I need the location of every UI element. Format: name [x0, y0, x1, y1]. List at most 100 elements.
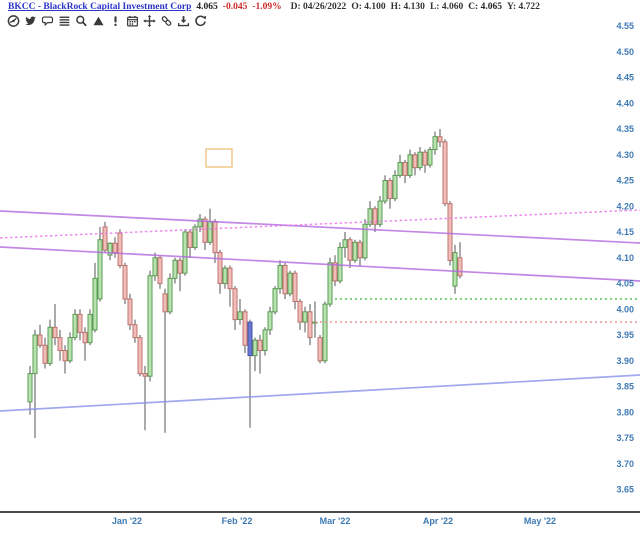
- candle-body: [322, 303, 328, 362]
- candle-body: [122, 265, 128, 300]
- dashboard-button[interactable]: [7, 13, 20, 28]
- gauge-icon: [7, 14, 20, 27]
- support-trendline[interactable]: [0, 374, 640, 412]
- candle-body: [77, 313, 83, 333]
- candle-body: [167, 277, 173, 313]
- candle-body: [352, 241, 358, 261]
- candle-body: [332, 262, 338, 282]
- candle-body: [162, 293, 168, 313]
- candle-body: [387, 180, 393, 199]
- candle-body: [37, 334, 43, 346]
- list-icon: [59, 16, 70, 26]
- permalink-button[interactable]: [160, 13, 173, 28]
- y-axis-label: 4.05: [616, 279, 634, 289]
- y-axis-label: 3.70: [616, 459, 634, 469]
- candle-body: [202, 218, 208, 243]
- price-change: -0.045: [222, 2, 248, 12]
- candle-body: [257, 339, 263, 352]
- pan-button[interactable]: [143, 13, 156, 28]
- candle-body: [52, 326, 58, 339]
- y-axis-label: 4.10: [616, 253, 634, 263]
- y-axis-label: 3.80: [616, 407, 634, 417]
- candle-body: [82, 331, 88, 344]
- y-axis-label: 4.00: [616, 304, 634, 314]
- y-axis-label: 3.75: [616, 433, 634, 443]
- candle-body: [422, 151, 428, 166]
- symbol-link[interactable]: BKCC - BlackRock Capital Investment Corp: [8, 2, 192, 12]
- triangle-up-icon: [93, 16, 104, 25]
- y-axis-label: 4.40: [616, 98, 634, 108]
- quote-high: H: 4.130: [390, 2, 425, 12]
- lower-channel-line[interactable]: [0, 246, 640, 282]
- calendar-icon: [127, 15, 138, 26]
- link-icon: [161, 15, 172, 26]
- candle-body: [417, 151, 423, 169]
- candle-body: [182, 231, 188, 274]
- quote-open: O: 4.100: [351, 2, 386, 12]
- alerts-button[interactable]: [92, 13, 105, 28]
- candle-body: [397, 162, 403, 176]
- candle-body: [212, 221, 218, 254]
- candle-body: [177, 259, 183, 274]
- candle-body: [92, 277, 98, 331]
- candle-body: [97, 239, 103, 300]
- y-axis-label: 4.20: [616, 201, 634, 211]
- candle-body: [452, 252, 458, 287]
- candle-body: [102, 226, 108, 251]
- quote-date: D: 04/26/2022: [290, 2, 347, 12]
- candle-body: [137, 337, 143, 375]
- quote-low: L: 4.060: [429, 2, 464, 12]
- candle-body: [237, 311, 243, 320]
- annotation-rectangle[interactable]: [205, 148, 233, 168]
- y-axis-label: 3.90: [616, 356, 634, 366]
- candle-body: [377, 200, 383, 225]
- candle-body: [112, 242, 118, 254]
- candle-body: [127, 298, 133, 326]
- refresh-button[interactable]: [194, 13, 207, 28]
- y-axis-label: 4.25: [616, 176, 634, 186]
- candle-body: [347, 239, 353, 261]
- candle-body: [172, 259, 178, 279]
- candle-body: [327, 262, 333, 305]
- download-icon: [177, 15, 190, 26]
- candle-body: [372, 208, 378, 225]
- comments-button[interactable]: [41, 13, 54, 28]
- share-twitter-button[interactable]: [24, 13, 37, 28]
- candle-body: [357, 241, 363, 259]
- candle-body: [437, 136, 443, 143]
- watchlist-button[interactable]: [58, 13, 71, 28]
- candle-body: [57, 337, 63, 352]
- candle-body: [262, 329, 268, 351]
- candle-body: [382, 180, 388, 202]
- candle-body: [362, 223, 368, 259]
- candle-body: [412, 154, 418, 169]
- candle-body: [67, 337, 73, 362]
- warning-button[interactable]: [109, 13, 122, 28]
- candle-body: [292, 272, 298, 303]
- candle-body: [447, 203, 453, 261]
- rising-dotted-trendline[interactable]: [0, 209, 640, 239]
- candle-body: [287, 272, 293, 295]
- candle-body: [157, 257, 163, 285]
- candle-body: [367, 208, 373, 225]
- toolbar: [7, 13, 207, 28]
- candle-body: [192, 226, 198, 248]
- candle-body: [47, 326, 53, 364]
- candle-body: [42, 344, 48, 364]
- quote-close: C: 4.065: [468, 2, 502, 12]
- candle-body: [62, 350, 68, 362]
- candle-body: [267, 311, 273, 331]
- y-axis-label: 4.50: [616, 47, 634, 57]
- upper-channel-line[interactable]: [0, 210, 640, 244]
- candle-body: [392, 174, 398, 200]
- calendar-button[interactable]: [126, 13, 139, 28]
- y-axis-label: 3.95: [616, 330, 634, 340]
- download-button[interactable]: [177, 13, 190, 28]
- candle-body: [72, 313, 78, 339]
- candle-body: [432, 136, 438, 151]
- zoom-button[interactable]: [75, 13, 88, 28]
- candle-body: [297, 301, 303, 323]
